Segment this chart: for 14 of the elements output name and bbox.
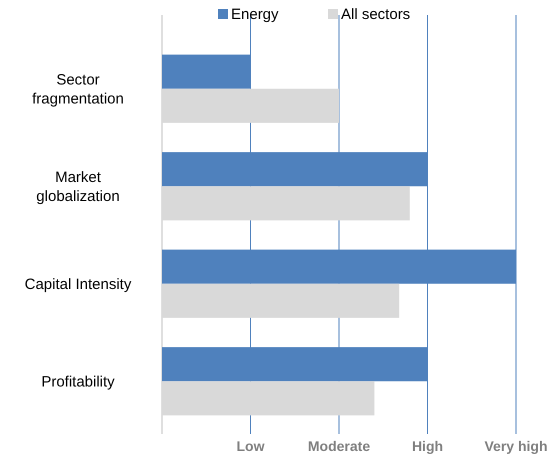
bar bbox=[162, 284, 400, 318]
bar bbox=[162, 88, 339, 123]
y-tick-label: Capital Intensity bbox=[24, 276, 132, 293]
y-tick-label: Market globalization bbox=[36, 168, 120, 205]
bar bbox=[162, 186, 410, 220]
ref-line-label: Low bbox=[236, 438, 265, 454]
bar bbox=[162, 381, 374, 416]
ref-line-label: High bbox=[412, 438, 444, 454]
ref-line-label: Very high bbox=[484, 438, 548, 454]
legend-label: Energy bbox=[231, 6, 280, 23]
y-tick-label: Sector fragmentation bbox=[32, 71, 124, 108]
ref-line-label: Moderate bbox=[308, 438, 370, 454]
y-tick-label: Profitability bbox=[41, 373, 116, 390]
legend-label: All sectors bbox=[341, 6, 410, 23]
